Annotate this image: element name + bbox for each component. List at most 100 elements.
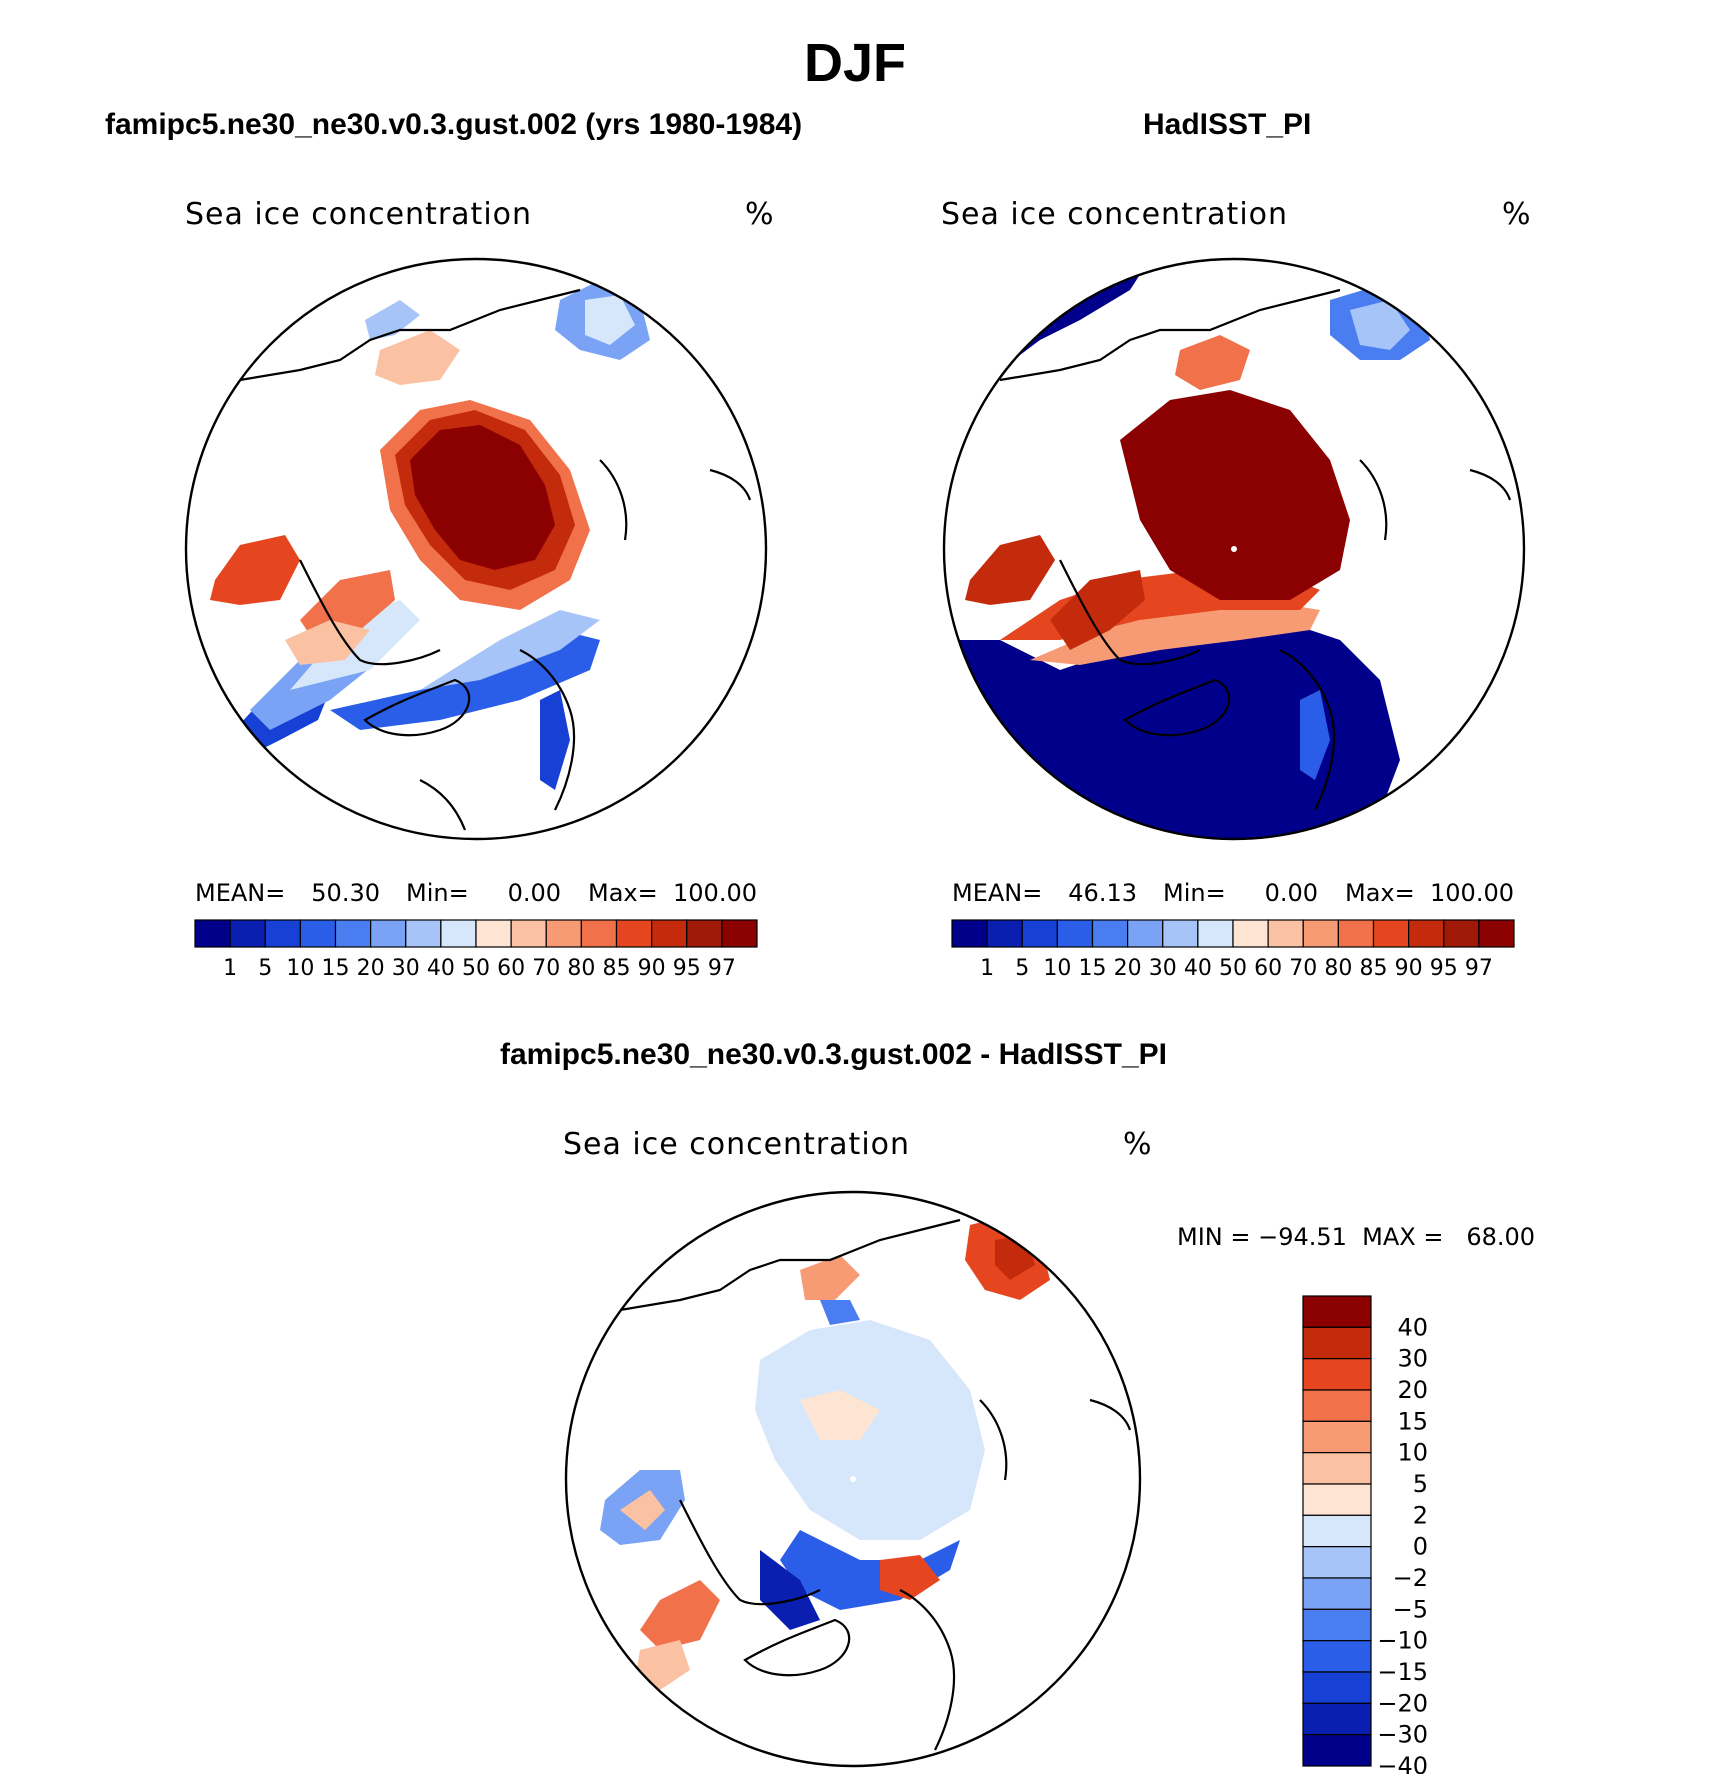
panel-1-colorbar-swatch [510, 919, 547, 948]
panel-2-colorbar-swatch [951, 919, 988, 948]
panel-2-variable: Sea ice concentration [941, 197, 1289, 232]
panel-1-colorbar-tick-label: 70 [532, 956, 560, 981]
panel-1-colorbar-swatch [651, 919, 688, 948]
panel-2-colorbar-swatch [986, 919, 1023, 948]
panel-1-colorbar-swatch [405, 919, 442, 948]
panel-2-colorbar-swatch [1162, 919, 1199, 948]
panel-1-max-label: Max= [588, 879, 658, 907]
panel-1-colorbar-tick-label: 20 [357, 956, 385, 981]
figure-title: DJF [803, 33, 906, 93]
panel-3-minmax: MIN = −94.51 MAX = 68.00 [1177, 1223, 1535, 1251]
panel-3-colorbar-tick-label: −20 [1377, 1689, 1428, 1717]
panel-3-units: % [1123, 1127, 1153, 1162]
panel-3-colorbar-swatch [1302, 1671, 1372, 1704]
panel-1-colorbar: 1 5 10 15 20 30 40 50 60 70 80 85 90 95 97 [194, 919, 758, 981]
panel-2-title: HadISST_PI [1143, 108, 1312, 141]
panel-2-mean-value: 46.13 [1068, 879, 1137, 907]
panel-2-colorbar-swatch [1302, 919, 1339, 948]
panel-2-max-label: Max= [1345, 879, 1415, 907]
panel-3-colorbar-tick-label: 5 [1413, 1470, 1428, 1498]
panel-2-units: % [1502, 197, 1532, 232]
panel-3-colorbar-swatch [1302, 1358, 1372, 1391]
panel-3-colorbar-tick-label: −5 [1393, 1595, 1428, 1623]
panel-2-colorbar-tick-label: 1 [980, 956, 994, 981]
panel-1-colorbar-tick-label: 85 [603, 956, 631, 981]
panel-3-colorbar-tick-label: 40 [1397, 1313, 1428, 1341]
panel-3-colorbar-swatch [1302, 1420, 1372, 1454]
panel-1-colorbar-tick-label: 10 [286, 956, 314, 981]
panel-2-colorbar-swatch [1091, 919, 1129, 948]
panel-2-colorbar-tick-label: 30 [1149, 956, 1177, 981]
panel-1-colorbar-swatch [194, 919, 231, 948]
panel-3-colorbar-swatch [1302, 1640, 1372, 1673]
panel-1-colorbar-swatch [370, 919, 407, 948]
panel-2-colorbar-tick-label: 50 [1219, 956, 1247, 981]
panel-2-min-value: 0.00 [1265, 879, 1318, 907]
panel-3-colorbar-tick-label: −30 [1377, 1721, 1428, 1749]
panel-2-mean-label: MEAN= [952, 879, 1042, 907]
panel-1-colorbar-tick-label: 40 [427, 956, 455, 981]
panel-2-colorbar-tick-label: 97 [1465, 956, 1493, 981]
panel-2-colorbar-swatch [1337, 919, 1375, 948]
panel-1-colorbar-swatch [475, 919, 512, 948]
panel-1-colorbar-swatch [615, 919, 653, 948]
panel-1-colorbar-swatch [545, 919, 582, 948]
panel-1-colorbar-tick-label: 80 [567, 956, 595, 981]
panel-2-colorbar-swatch [1232, 919, 1269, 948]
panel-2-colorbar-swatch [1021, 919, 1058, 948]
panel-2-colorbar-swatch [1372, 919, 1410, 948]
panel-3-colorbar-swatch [1302, 1483, 1372, 1516]
panel-2-colorbar-tick-label: 5 [1015, 956, 1029, 981]
panel-1-mean-value: 50.30 [311, 879, 380, 907]
panel-2-map [942, 257, 1526, 841]
panel-2-colorbar-swatch [1056, 919, 1094, 948]
panel-3-colorbar-swatch [1302, 1514, 1372, 1548]
panel-3-colorbar-tick-label: −10 [1377, 1627, 1428, 1655]
panel-1-max-value: 100.00 [673, 879, 757, 907]
panel-2-min-label: Min= [1163, 879, 1226, 907]
panel-3-colorbar-tick-label: 0 [1413, 1533, 1428, 1561]
panel-2-colorbar-tick-label: 85 [1360, 956, 1388, 981]
panel-1-colorbar-swatch [229, 919, 266, 948]
panel-3-colorbar-tick-label: 15 [1397, 1407, 1428, 1435]
panel-1-colorbar-tick-label: 95 [673, 956, 701, 981]
panel-1-colorbar-tick-label: 97 [708, 956, 736, 981]
panel-2-colorbar: 1 5 10 15 20 30 40 50 60 70 80 85 90 95 97 [951, 919, 1515, 981]
panel-2-max-value: 100.00 [1430, 879, 1514, 907]
panel-2-colorbar-tick-label: 80 [1324, 956, 1352, 981]
panel-2-colorbar-tick-label: 10 [1043, 956, 1071, 981]
panel-3-colorbar-tick-label: 10 [1397, 1439, 1428, 1467]
panel-3-colorbar-swatch [1302, 1295, 1372, 1328]
panel-1-colorbar-tick-label: 90 [638, 956, 666, 981]
panel-1-colorbar-swatch [440, 919, 477, 948]
panel-1-colorbar-swatch [334, 919, 372, 948]
panel-1-colorbar-tick-label: 50 [462, 956, 490, 981]
panel-2-colorbar-swatch [1408, 919, 1445, 948]
panel-2-colorbar-tick-label: 60 [1254, 956, 1282, 981]
panel-3-title: famipc5.ne30_ne30.v0.3.gust.002 - HadISS… [500, 1038, 1167, 1071]
panel-2-colorbar-swatch [1478, 919, 1515, 948]
panel-2-colorbar-swatch [1127, 919, 1164, 948]
panel-1-colorbar-tick-label: 15 [322, 956, 350, 981]
panel-3-colorbar-swatch [1302, 1577, 1372, 1610]
panel-1-colorbar-swatch [721, 919, 758, 948]
panel-2-colorbar-tick-label: 20 [1114, 956, 1142, 981]
panel-1-colorbar-tick-label: 1 [223, 956, 237, 981]
panel-2-colorbar-tick-label: 95 [1430, 956, 1458, 981]
panel-1-map [184, 257, 768, 841]
panel-1-mean-label: MEAN= [195, 879, 285, 907]
panel-2-colorbar-swatch [1443, 919, 1480, 948]
panel-1-colorbar-swatch [264, 919, 301, 948]
panel-3-colorbar-swatch [1302, 1389, 1372, 1422]
panel-3-variable: Sea ice concentration [563, 1127, 911, 1162]
panel-1-colorbar-swatch [299, 919, 337, 948]
panel-3-colorbar-swatch [1302, 1452, 1372, 1485]
panel-1-min-value: 0.00 [508, 879, 561, 907]
panel-1-colorbar-tick-label: 5 [258, 956, 272, 981]
panel-3-colorbar-tick-label: 2 [1413, 1501, 1428, 1529]
panel-3-colorbar-swatch [1302, 1702, 1372, 1736]
panel-1-min-label: Min= [406, 879, 469, 907]
panel-3-colorbar-tick-label: −40 [1377, 1752, 1428, 1774]
panel-1-colorbar-swatch [686, 919, 723, 948]
